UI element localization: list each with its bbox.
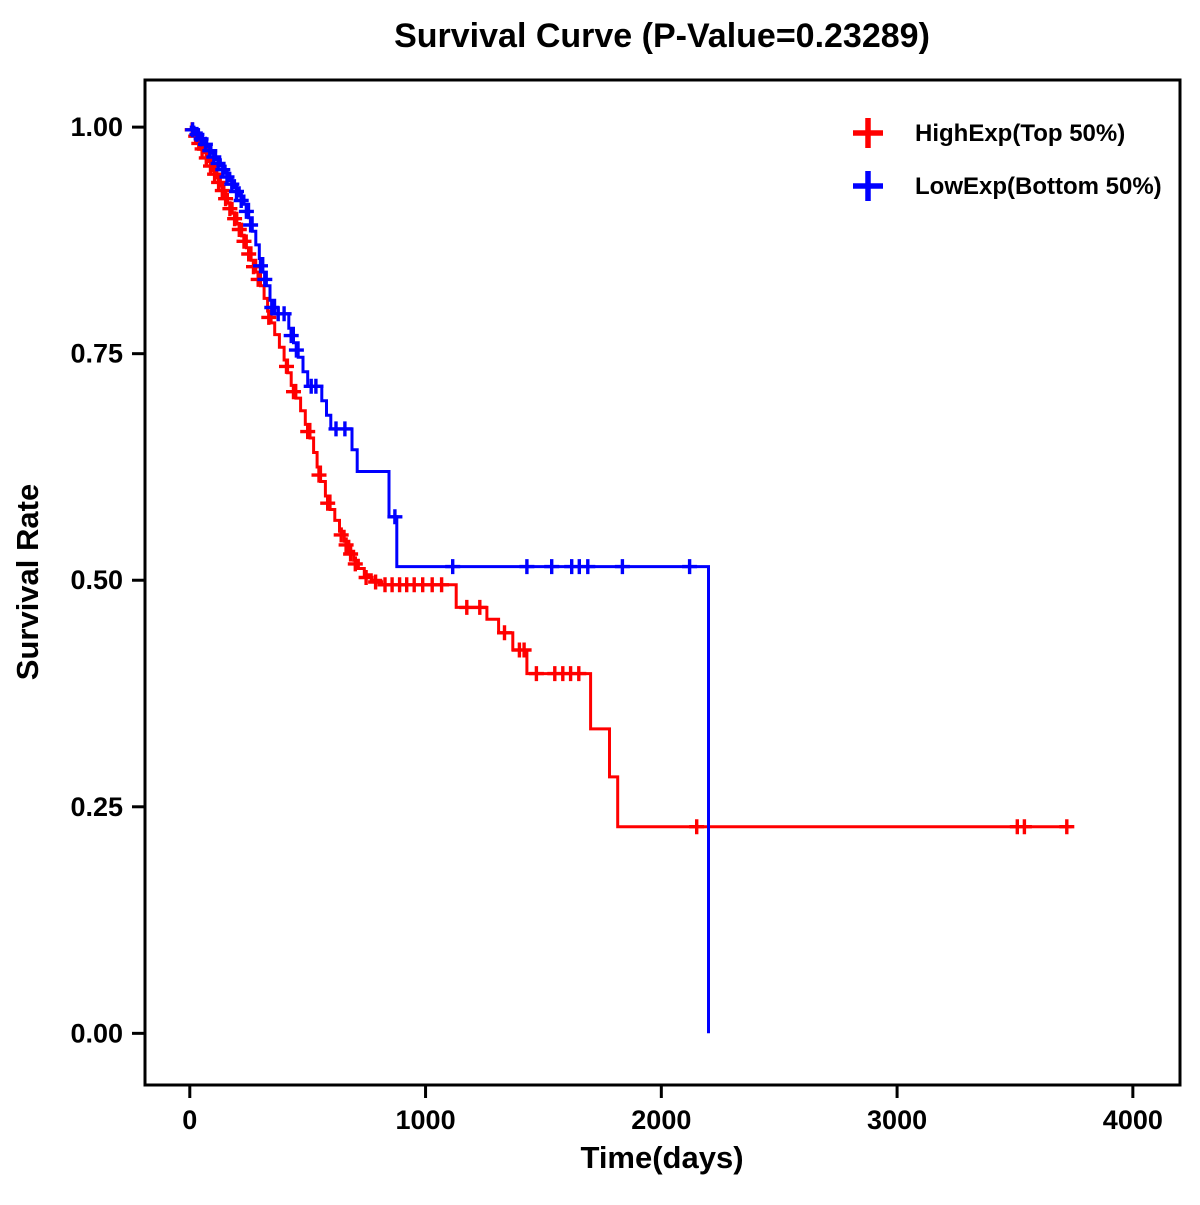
- y-axis-label: Survival Rate: [10, 484, 45, 680]
- legend: HighExp(Top 50%) LowExp(Bottom 50%): [853, 118, 1162, 201]
- censor-marks-highexp: [184, 122, 1075, 835]
- survival-curve-highexp: [189, 125, 1072, 829]
- legend-symbol-lowexp: [853, 171, 883, 201]
- survival-curve-lowexp: [189, 125, 710, 1034]
- x-tick-label: 0: [182, 1105, 197, 1135]
- y-tick-label: 1.00: [70, 112, 123, 142]
- y-tick-label: 0.25: [70, 792, 123, 822]
- chart-title: Survival Curve (P-Value=0.23289): [394, 17, 930, 55]
- plot-area-border: [143, 78, 1182, 1087]
- series-curves: [184, 122, 1075, 1034]
- x-axis-label: Time(days): [580, 1140, 743, 1175]
- legend-symbol-highexp: [853, 118, 883, 148]
- x-axis-ticks: 0 1000 2000 3000 4000: [182, 1085, 1163, 1135]
- x-tick-label: 1000: [396, 1105, 456, 1135]
- x-tick-label: 3000: [867, 1105, 927, 1135]
- x-tick-label: 4000: [1103, 1105, 1163, 1135]
- legend-label-lowexp: LowExp(Bottom 50%): [915, 173, 1162, 200]
- legend-label-highexp: HighExp(Top 50%): [915, 120, 1125, 147]
- y-axis-ticks: 0.00 0.25 0.50 0.75 1.00: [70, 112, 145, 1048]
- censor-marks-lowexp: [185, 122, 698, 575]
- y-tick-label: 0.75: [70, 339, 123, 369]
- x-tick-label: 2000: [631, 1105, 691, 1135]
- y-tick-label: 0.00: [70, 1018, 123, 1048]
- y-tick-label: 0.50: [70, 565, 123, 595]
